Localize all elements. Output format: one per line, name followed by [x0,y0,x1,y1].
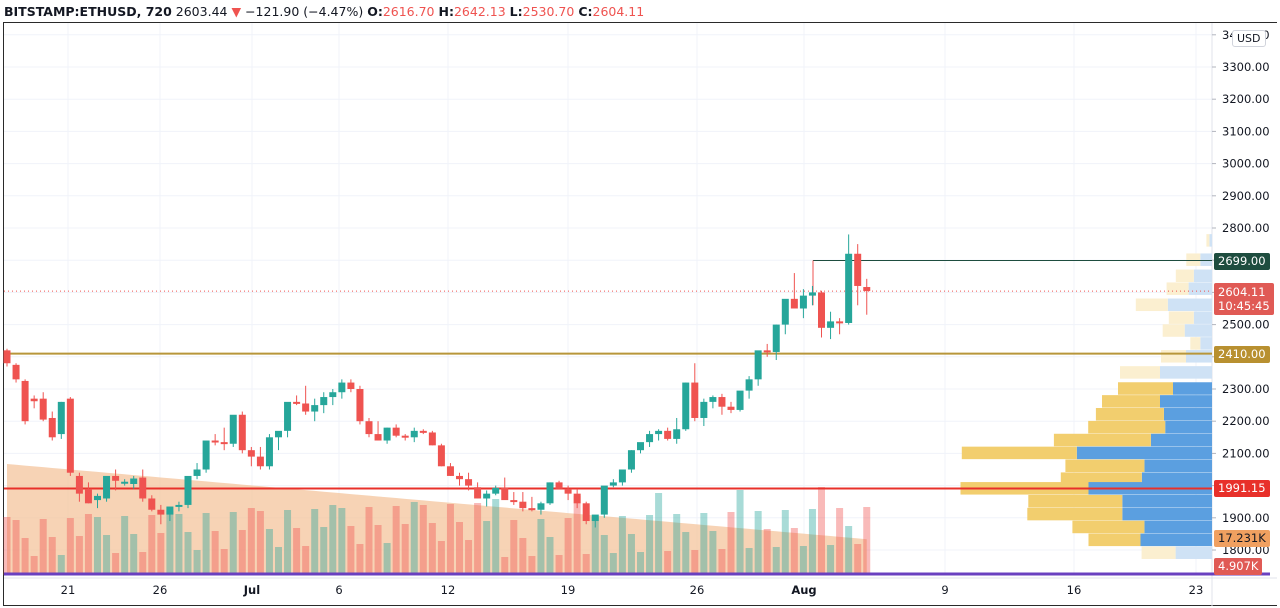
close-value: 2604.11 [592,4,645,19]
svg-text:3300.00: 3300.00 [1222,60,1270,74]
open-value: 2616.70 [382,4,435,19]
svg-text:2300.00: 2300.00 [1222,382,1270,396]
low-label: L: [509,4,523,19]
svg-text:1900.00: 1900.00 [1222,511,1270,525]
open-label: O: [367,4,383,19]
svg-text:26: 26 [690,583,705,597]
svg-text:2500.00: 2500.00 [1222,318,1270,332]
svg-text:6: 6 [335,583,342,597]
svg-text:16: 16 [1067,583,1082,597]
high-label: H: [438,4,454,19]
svg-text:9: 9 [941,583,948,597]
down-triangle-icon: ▼ [231,4,242,19]
symbol-header: BITSTAMP:ETHUSD, 720 2603.44 ▼ −121.90 (… [4,2,644,22]
svg-text:19: 19 [561,583,576,597]
price-tag-last: 2604.11 10:45:45 [1214,283,1274,316]
close-label: C: [578,4,593,19]
price-tag-2699: 2699.00 [1214,252,1270,270]
svg-text:3000.00: 3000.00 [1222,157,1270,171]
symbol-title[interactable]: BITSTAMP:ETHUSD, 720 [4,4,172,19]
low-value: 2530.70 [522,4,575,19]
svg-text:26: 26 [153,583,168,597]
price-tag-2410: 2410.00 [1214,345,1270,363]
svg-text:23: 23 [1189,583,1204,597]
price-tag-1991: 1991.15 [1214,480,1270,498]
svg-text:3200.00: 3200.00 [1222,92,1270,106]
price-change: −121.90 (−4.47%) [245,4,364,19]
svg-text:2900.00: 2900.00 [1222,189,1270,203]
svg-text:Jul: Jul [243,583,260,597]
svg-text:2800.00: 2800.00 [1222,221,1270,235]
svg-text:21: 21 [61,583,76,597]
currency-button[interactable]: USD [1232,30,1266,47]
svg-text:Aug: Aug [791,583,816,597]
svg-text:2200.00: 2200.00 [1222,414,1270,428]
chart-frame [3,22,1277,606]
last-price: 2603.44 [175,4,228,19]
high-value: 2642.13 [453,4,506,19]
svg-text:12: 12 [441,583,456,597]
svg-text:2100.00: 2100.00 [1222,446,1270,460]
volume-tag: 4.907K [1214,558,1263,575]
volume-ma-tag: 17.231K [1214,530,1270,547]
svg-text:3100.00: 3100.00 [1222,124,1270,138]
